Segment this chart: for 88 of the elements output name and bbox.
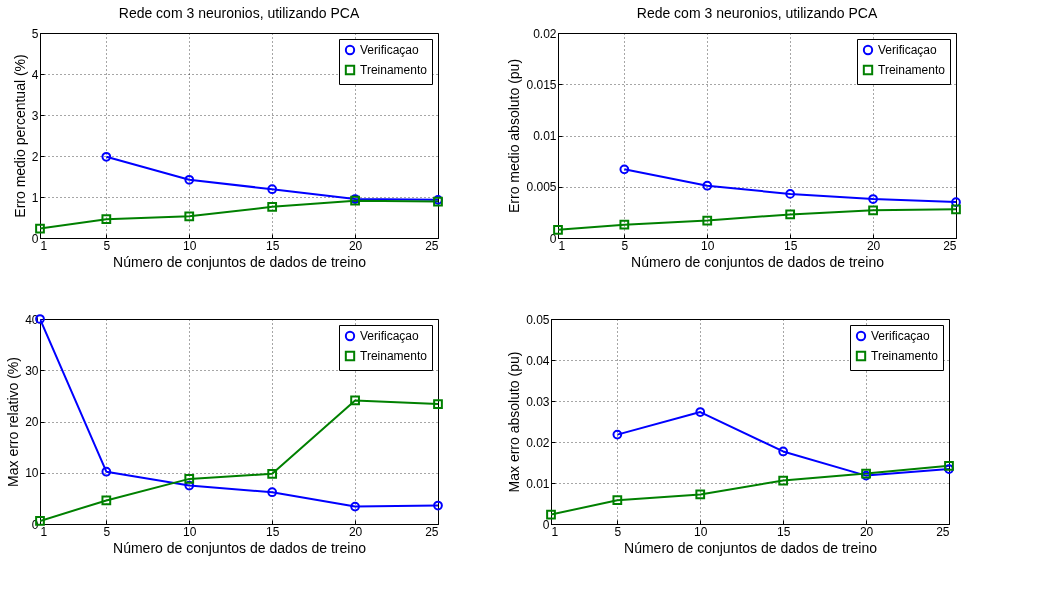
x-tick-label: 10: [183, 238, 197, 253]
x-tick-label: 25: [425, 524, 439, 539]
x-tick-label: 25: [943, 238, 957, 253]
legend-label: Verificaçao: [360, 329, 420, 343]
x-tick-label: 20: [348, 524, 363, 539]
x-tick-label: 15: [783, 238, 798, 253]
point: [267, 184, 278, 195]
chart-title: Rede com 3 neuronios, utilizando PCA: [636, 5, 878, 21]
y-tick-label: 0: [31, 231, 39, 246]
y-tick-label: 0.015: [526, 77, 557, 92]
x-axis-title: Número de conjuntos de dados de treino: [113, 539, 367, 556]
y-tick-label: 20: [25, 415, 39, 429]
point: [868, 205, 878, 216]
point: [778, 446, 789, 457]
y-axis-title: Max erro relativo (%): [5, 357, 22, 487]
y-tick-label: 0.02: [533, 26, 557, 41]
point: [695, 407, 706, 417]
x-tick-label: 5: [621, 238, 629, 253]
x-tick-label: 10: [701, 238, 715, 253]
x-tick-label: 15: [265, 238, 280, 253]
point: [101, 495, 112, 506]
y-axis-title: Erro medio percentual (%): [11, 54, 28, 218]
y-tick-label: 5: [31, 26, 39, 41]
x-tick-label: 20: [866, 238, 881, 253]
point: [101, 466, 112, 477]
y-axis-title: Max erro absoluto (pu): [506, 351, 523, 493]
point: [951, 204, 961, 215]
legend-label: Verificaçao: [878, 43, 938, 57]
y-tick-label: 0.005: [526, 180, 557, 195]
legend-label: Treinamento: [871, 349, 939, 363]
x-axis-title: Número de conjuntos de dados de treino: [624, 539, 878, 556]
point: [612, 495, 623, 506]
x-tick-label: 5: [103, 238, 111, 253]
point: [267, 487, 278, 498]
y-tick-label: 0.04: [526, 353, 550, 368]
x-tick-label: 20: [348, 238, 363, 253]
point: [184, 211, 195, 222]
point: [546, 509, 556, 520]
point: [702, 215, 713, 226]
point: [778, 475, 789, 486]
y-tick-label: 4: [31, 67, 39, 82]
x-tick-label: 10: [183, 524, 197, 539]
point: [433, 399, 443, 409]
legend-label: Treinamento: [360, 349, 428, 363]
y-tick-label: 0: [549, 231, 557, 246]
y-tick-label: 0.02: [526, 435, 550, 450]
x-axis-title: Número de conjuntos de dados de treino: [631, 253, 885, 270]
x-tick-label: 5: [614, 524, 622, 539]
point: [702, 180, 713, 191]
point: [868, 194, 878, 204]
legend-label: Treinamento: [878, 63, 946, 77]
chart-title: Rede com 3 neuronios, utilizando PCA: [118, 5, 360, 21]
point: [695, 489, 706, 500]
point: [35, 223, 45, 234]
point: [785, 209, 796, 220]
point: [267, 201, 278, 212]
y-tick-label: 1: [31, 190, 39, 205]
point: [350, 395, 360, 406]
legend-label: Verificaçao: [360, 43, 420, 57]
point: [184, 474, 195, 484]
point: [350, 501, 360, 512]
point: [785, 189, 796, 199]
y-tick-label: 10: [25, 466, 39, 481]
point: [267, 468, 278, 479]
x-tick-label: 20: [859, 524, 874, 539]
x-tick-label: 10: [694, 524, 708, 539]
x-tick-label: 25: [936, 524, 950, 539]
y-tick-label: 30: [25, 363, 39, 378]
x-tick-label: 15: [776, 524, 791, 539]
x-axis-title: Número de conjuntos de dados de treino: [113, 253, 367, 270]
y-tick-label: 0.01: [533, 129, 557, 143]
point: [619, 219, 630, 230]
point: [101, 214, 112, 225]
y-axis-title: Erro medio absoluto (pu): [506, 58, 523, 214]
y-tick-label: 0: [542, 517, 550, 532]
point: [184, 480, 195, 491]
y-tick-label: 0.05: [526, 312, 550, 327]
point: [184, 174, 195, 185]
y-tick-label: 0.01: [526, 476, 550, 491]
legend-label: Verificaçao: [871, 329, 931, 343]
x-tick-label: 25: [425, 238, 439, 253]
y-tick-label: 3: [31, 108, 39, 123]
x-tick-label: 15: [265, 524, 280, 539]
x-tick-label: 5: [103, 524, 111, 539]
y-tick-label: 0.03: [526, 394, 550, 409]
legend-label: Treinamento: [360, 63, 428, 77]
point: [553, 224, 563, 235]
y-tick-label: 2: [31, 149, 39, 164]
